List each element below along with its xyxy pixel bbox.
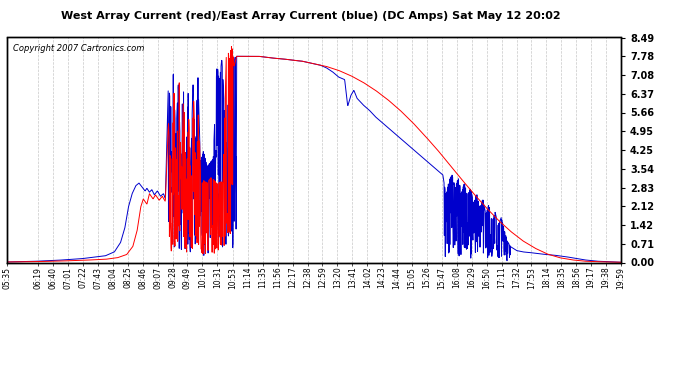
Text: West Array Current (red)/East Array Current (blue) (DC Amps) Sat May 12 20:02: West Array Current (red)/East Array Curr… — [61, 11, 560, 21]
Text: Copyright 2007 Cartronics.com: Copyright 2007 Cartronics.com — [13, 44, 144, 53]
